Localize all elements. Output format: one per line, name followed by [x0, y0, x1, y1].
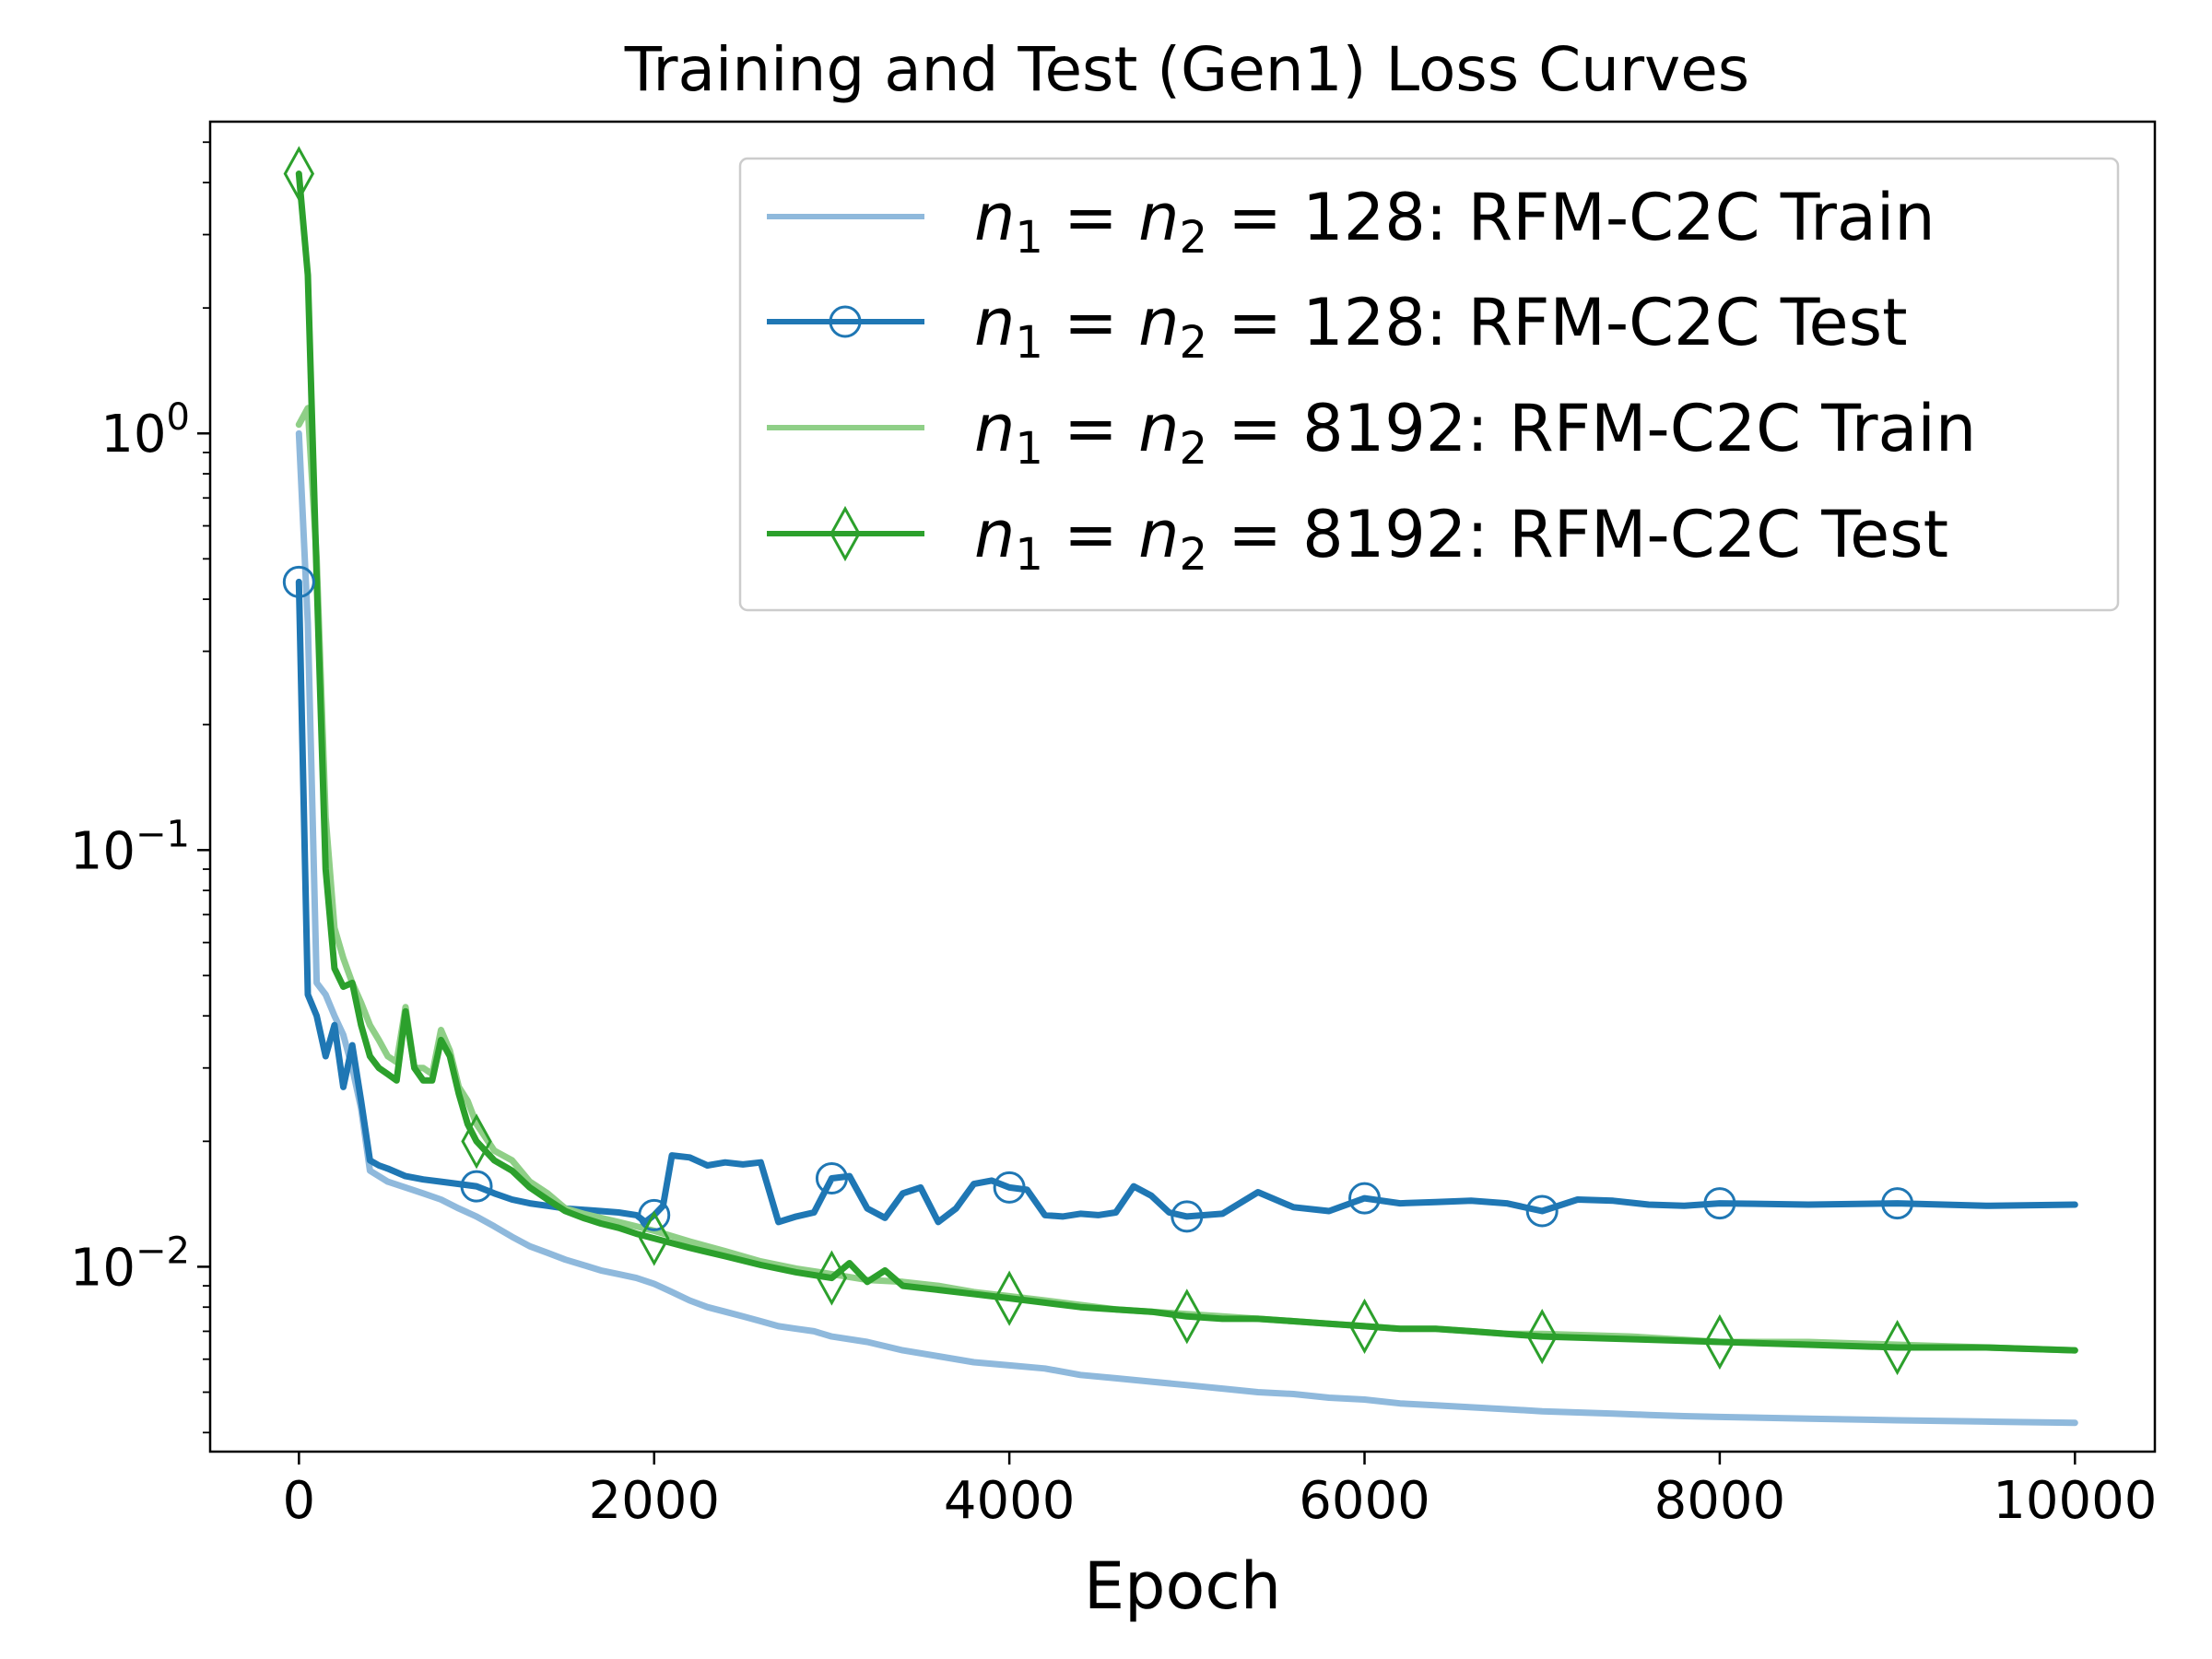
series-2-marker: [1881, 1187, 1914, 1220]
series-2-marker: [815, 1161, 848, 1194]
x-tick-label: 6000: [1299, 1471, 1430, 1531]
x-tick-label: 4000: [944, 1471, 1076, 1531]
legend-label-1: n1 = n2 = 128: RFM-C2C Train: [974, 180, 1936, 264]
series-2-marker: [1171, 1200, 1204, 1233]
series-4-marker: [639, 1210, 670, 1266]
series-2-marker: [282, 565, 315, 598]
x-axis-title: Epoch: [1084, 1548, 1281, 1624]
series-line-4: [295, 171, 2078, 1354]
legend-label-4: n1 = n2 = 8192: RFM-C2C Test: [974, 497, 1948, 581]
chart-title: Training and Test (Gen1) Loss Curves: [624, 34, 1749, 105]
legend-label-3: n1 = n2 = 8192: RFM-C2C Train: [974, 391, 1976, 475]
series-2-marker: [638, 1198, 671, 1231]
series-2-marker: [1703, 1187, 1736, 1220]
series-2-marker: [460, 1170, 493, 1203]
series-4-marker: [994, 1270, 1025, 1326]
legend-marker-4: [830, 505, 861, 562]
legend-label-2: n1 = n2 = 128: RFM-C2C Test: [974, 285, 1908, 369]
series-4-marker: [1526, 1309, 1558, 1365]
legend: n1 = n2 = 128: RFM-C2C Train n1 = n2 = 12…: [738, 157, 2120, 612]
plot-frame: [208, 120, 2157, 1453]
x-tick-label: 8000: [1654, 1471, 1786, 1531]
series-4-marker: [1171, 1288, 1203, 1345]
x-tick-label: 10000: [1993, 1471, 2157, 1531]
series-4-marker: [816, 1250, 848, 1306]
series-4-marker: [461, 1113, 492, 1170]
series-4-marker: [1881, 1319, 1913, 1376]
y-tick-label: 10−2: [70, 1230, 190, 1298]
series-2-marker: [1348, 1182, 1382, 1215]
legend-box: [738, 157, 2120, 612]
series-2-marker: [1525, 1194, 1559, 1228]
series-line-2: [295, 578, 2078, 1226]
y-tick-label: 100: [100, 396, 190, 465]
series-line-1: [295, 429, 2078, 1427]
y-tick-label: 10−1: [70, 813, 190, 881]
series-2-marker: [993, 1171, 1026, 1204]
legend-marker-2: [829, 305, 862, 338]
series-4-marker: [283, 146, 315, 202]
x-tick-label: 0: [283, 1471, 316, 1531]
series-4-marker: [1348, 1298, 1381, 1354]
x-tick-label: 2000: [588, 1471, 720, 1531]
series-4-marker: [1704, 1313, 1735, 1371]
